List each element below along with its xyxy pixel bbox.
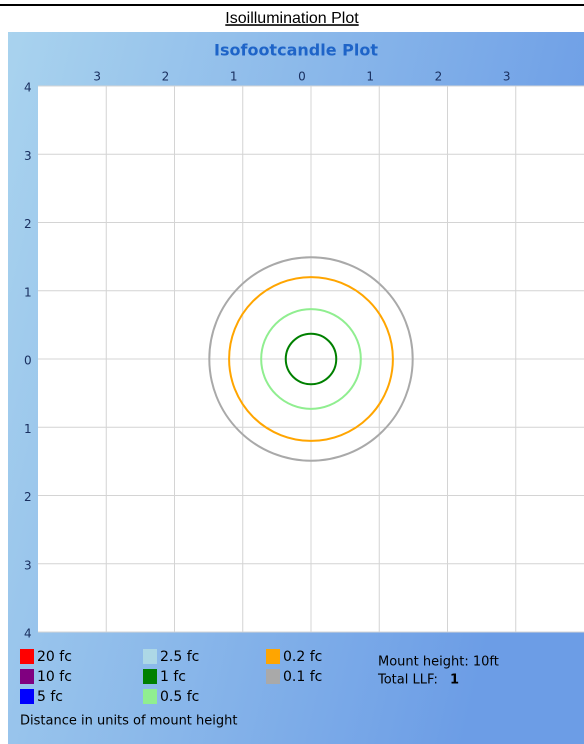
legend-label: 5 fc (37, 689, 63, 705)
x-tick-label: 3 (93, 70, 101, 84)
y-tick-label: 1 (24, 285, 32, 299)
legend-swatch (143, 669, 157, 684)
x-tick-label: 0 (298, 70, 306, 84)
x-tick-label: 3 (503, 70, 511, 84)
contour (284, 332, 338, 386)
y-tick-label: 4 (24, 627, 32, 641)
legend-swatch (143, 649, 157, 664)
legend-label: 20 fc (37, 649, 72, 665)
legend-label: 0.5 fc (160, 689, 199, 705)
legend-label: 0.2 fc (283, 649, 322, 665)
contour (228, 276, 394, 442)
y-tick-label: 1 (24, 422, 32, 436)
legend-swatch (266, 649, 280, 664)
y-tick-label: 2 (24, 217, 32, 231)
legend-swatch (143, 689, 157, 704)
llf-value: 1 (450, 673, 459, 688)
legend-label: 2.5 fc (160, 649, 199, 665)
y-tick-label: 4 (24, 81, 32, 95)
legend-label: 0.1 fc (283, 669, 322, 685)
top-rule (0, 4, 584, 6)
mount-height: Mount height: 10ft (378, 655, 499, 670)
contour (260, 308, 362, 410)
legend-swatch (266, 669, 280, 684)
x-tick-label: 2 (162, 70, 170, 84)
x-tick-label: 2 (435, 70, 443, 84)
y-tick-label: 2 (24, 490, 32, 504)
y-tick-label: 3 (24, 558, 32, 572)
x-tick-label: 1 (366, 70, 374, 84)
x-tick-label: 1 (230, 70, 238, 84)
y-tick-label: 0 (24, 354, 32, 368)
chart-title: Isofootcandle Plot (214, 41, 378, 60)
llf-label: Total LLF: (377, 673, 438, 688)
legend-label: 1 fc (160, 669, 186, 685)
page-title: Isoillumination Plot (225, 10, 359, 27)
x-axis-label: Distance in units of mount height (20, 714, 237, 729)
legend-swatch (20, 649, 34, 664)
legend-label: 10 fc (37, 669, 72, 685)
legend-swatch (20, 669, 34, 684)
y-tick-label: 3 (24, 149, 32, 163)
contour (208, 256, 414, 462)
legend-swatch (20, 689, 34, 704)
